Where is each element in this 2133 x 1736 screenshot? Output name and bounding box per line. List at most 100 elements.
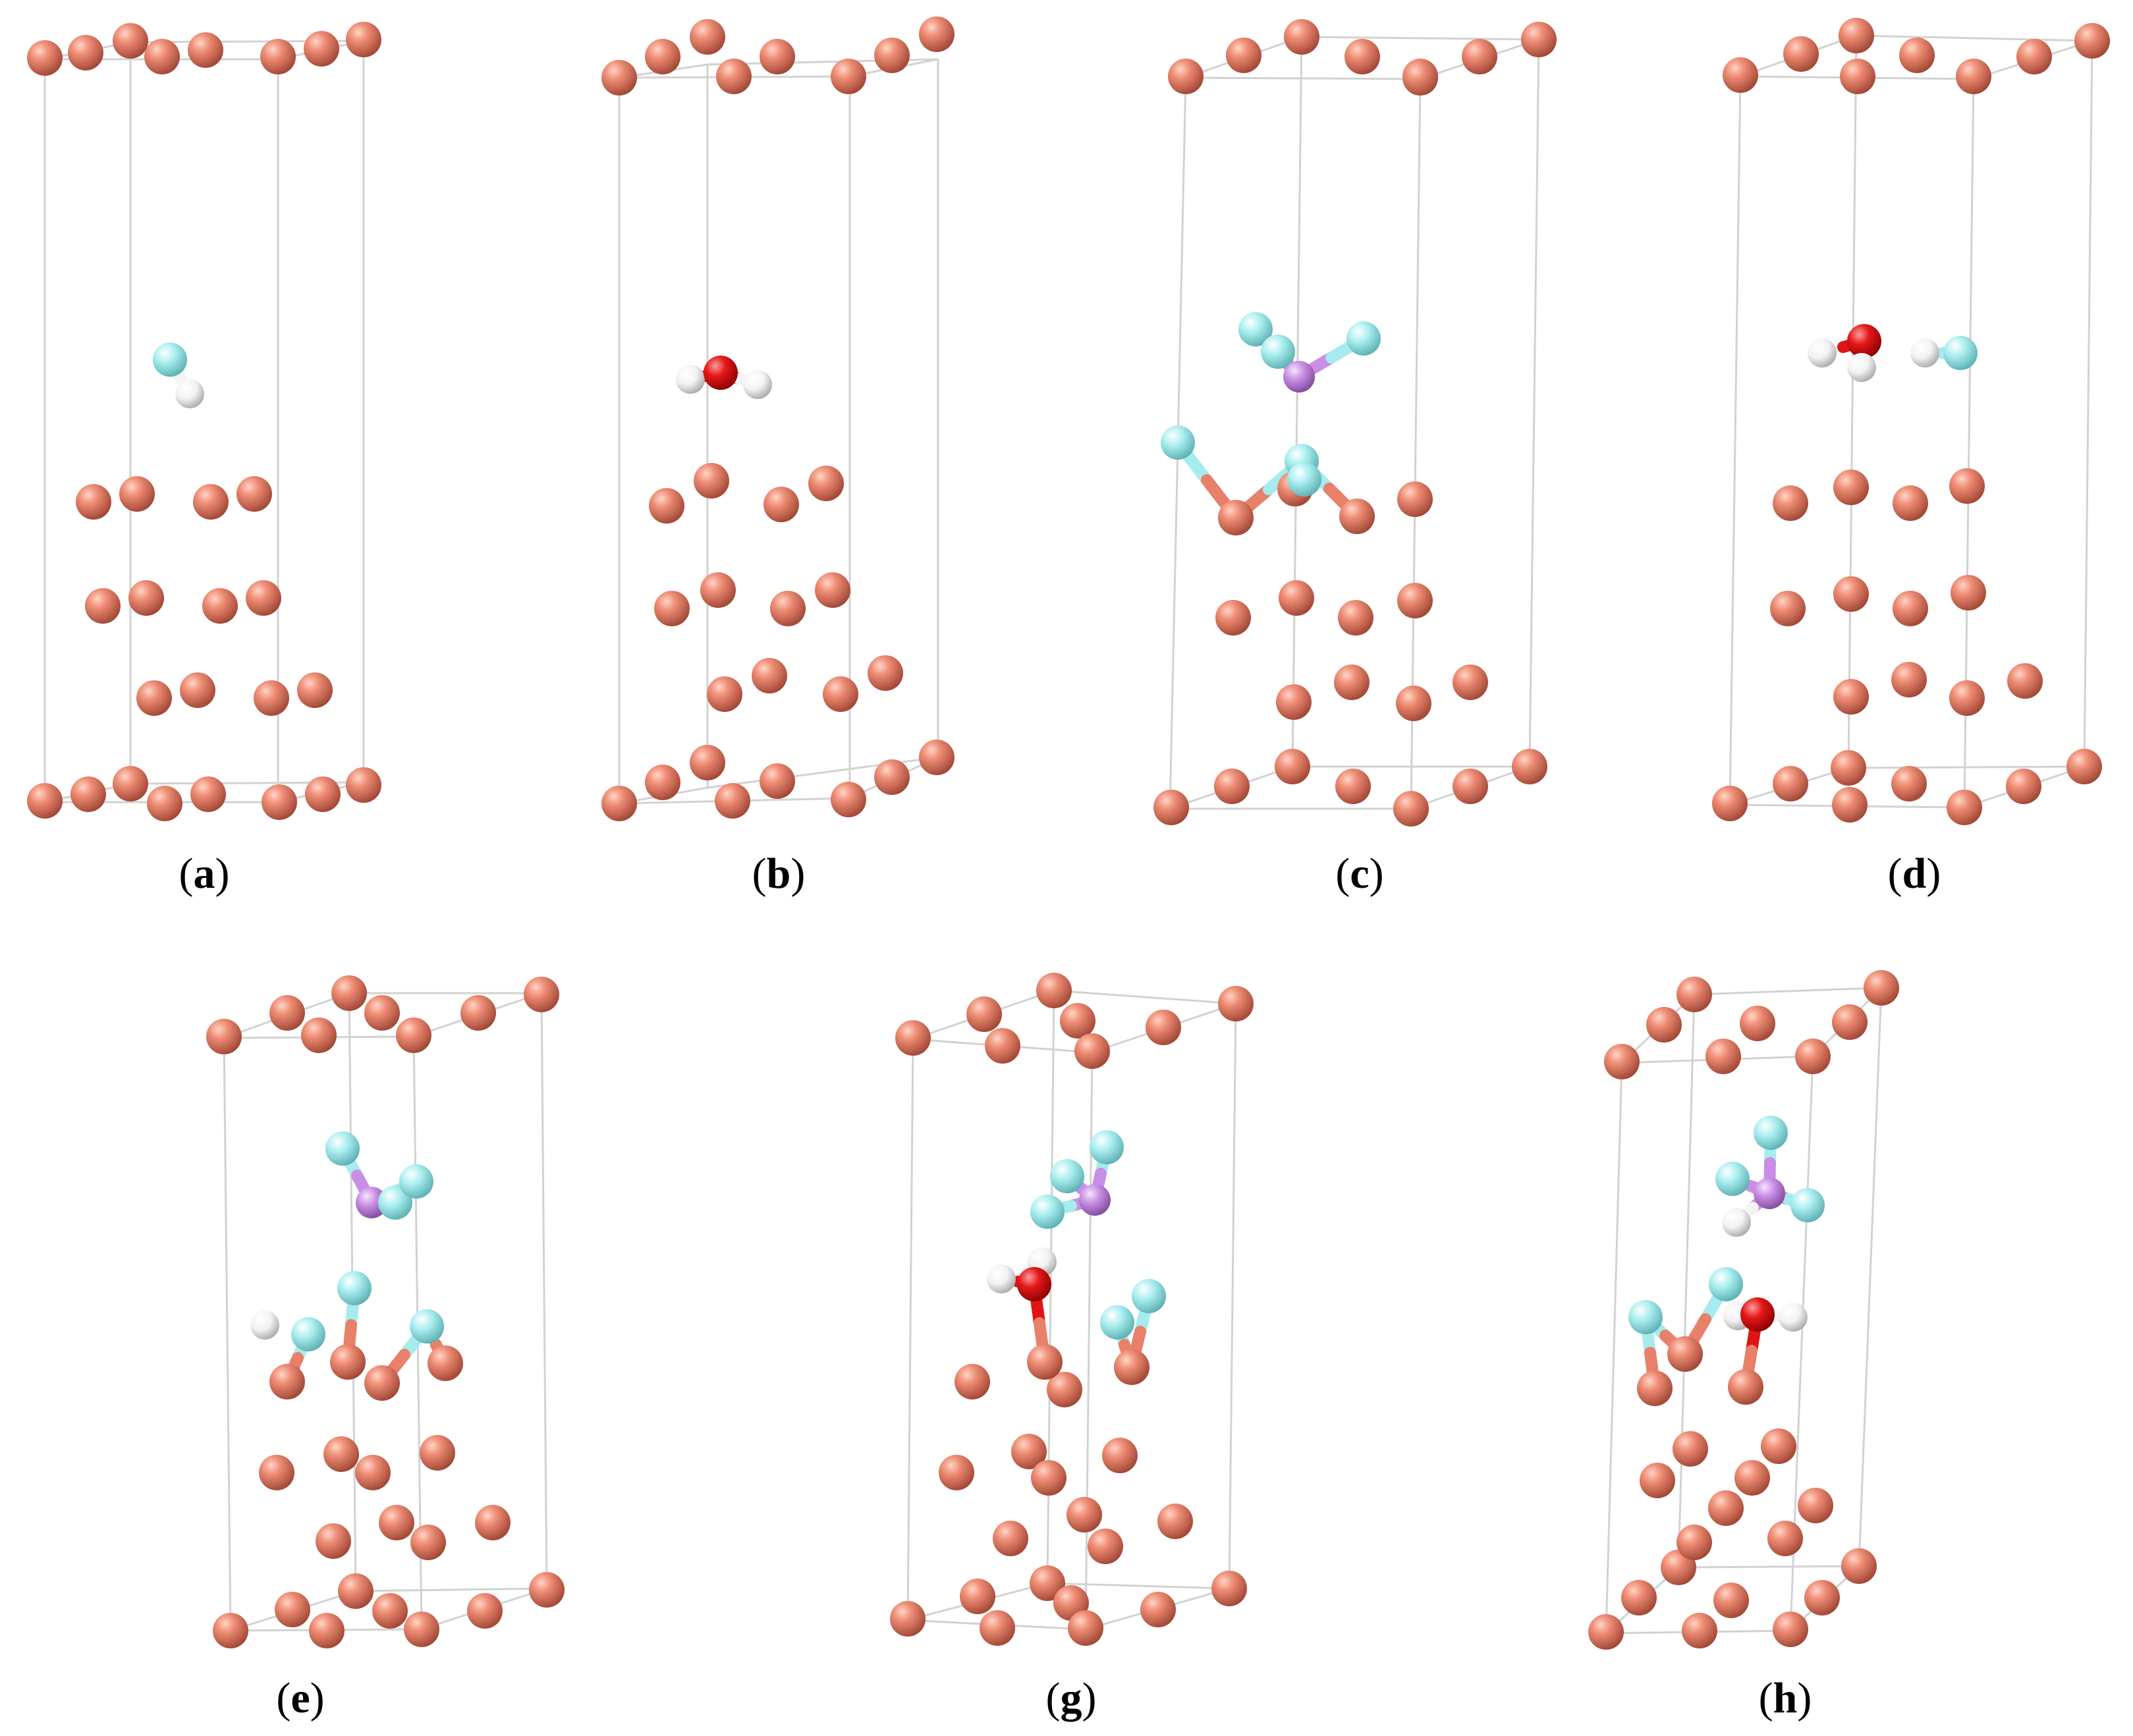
cell-edge — [1185, 76, 1421, 80]
copper-atom — [690, 745, 725, 780]
copper-atom — [524, 977, 559, 1012]
copper-atom — [1396, 686, 1431, 721]
copper-slab — [1153, 19, 1557, 827]
copper-atom — [868, 655, 903, 691]
copper-slab — [1588, 970, 1899, 1650]
cell-edge — [2083, 40, 2093, 767]
copper-atom — [808, 466, 844, 501]
copper-atom — [694, 463, 729, 499]
cell-edge — [1228, 1003, 1237, 1589]
unit-cell-edges — [43, 40, 365, 803]
copper-atom — [1713, 1583, 1749, 1618]
copper-atom — [1728, 1369, 1763, 1405]
copper-atom — [2074, 23, 2110, 59]
copper-atom — [420, 1435, 455, 1471]
copper-atom — [355, 1455, 391, 1490]
panel-g — [890, 973, 1254, 1646]
copper-atom — [269, 1364, 305, 1399]
copper-atom — [1214, 769, 1250, 804]
copper-atom — [1708, 1490, 1744, 1526]
copper-atom — [1783, 36, 1819, 72]
panel-c — [1153, 19, 1557, 827]
fluorine-atom — [1346, 321, 1381, 356]
cell-edge — [1047, 1582, 1230, 1590]
copper-atom — [1397, 583, 1433, 618]
copper-atom — [1068, 1610, 1103, 1646]
copper-atom — [1833, 576, 1869, 612]
copper-atom — [1588, 1614, 1624, 1650]
hydrogen-atom — [743, 370, 772, 399]
copper-atom — [1839, 18, 1874, 53]
copper-atom — [955, 1364, 990, 1399]
copper-atom — [1215, 600, 1251, 636]
copper-atom — [1397, 481, 1433, 517]
fluorine-atom — [1161, 425, 1195, 460]
copper-atom — [1218, 986, 1254, 1021]
copper-atom — [1453, 665, 1488, 700]
copper-atom — [119, 476, 155, 512]
copper-atom — [70, 776, 106, 812]
hydrogen-atom — [1808, 339, 1837, 367]
oxygen-atom — [1847, 324, 1881, 358]
copper-slab — [601, 16, 955, 821]
hydrogen-atom — [1847, 353, 1876, 382]
copper-atom — [113, 23, 148, 59]
copper-atom — [372, 1593, 408, 1629]
cell-edge — [355, 1587, 547, 1592]
copper-atom — [1338, 600, 1373, 636]
copper-atom — [1773, 485, 1808, 521]
fluorine-atom — [1132, 1279, 1166, 1313]
copper-atom — [1840, 59, 1875, 94]
copper-atom — [428, 1345, 463, 1381]
copper-atom — [763, 487, 799, 522]
copper-atom — [1604, 1044, 1640, 1079]
copper-slab — [890, 973, 1254, 1646]
copper-atom — [1949, 468, 1985, 504]
copper-atom — [410, 1525, 446, 1560]
copper-atom — [1334, 665, 1370, 700]
copper-atom — [831, 782, 866, 817]
copper-atom — [1036, 973, 1072, 1008]
copper-atom — [1798, 1488, 1833, 1523]
copper-atom — [1673, 1431, 1708, 1467]
copper-atom — [1740, 1006, 1775, 1041]
copper-atom — [305, 776, 341, 812]
copper-atom — [259, 1455, 294, 1490]
fluorine-atom — [1050, 1159, 1084, 1193]
copper-atom — [331, 975, 367, 1011]
fluorine-atom — [378, 1185, 412, 1220]
copper-atom — [1947, 790, 1982, 825]
copper-atom — [874, 759, 910, 795]
copper-atom — [379, 1505, 414, 1540]
panel-b — [601, 16, 955, 821]
copper-atom — [1402, 60, 1438, 95]
hydrogen-atom — [1910, 339, 1939, 367]
fluorine-atom — [1628, 1300, 1663, 1334]
copper-atom — [1761, 1428, 1796, 1464]
copper-atom — [601, 60, 637, 95]
copper-atom — [475, 1505, 511, 1540]
bonds — [1816, 335, 1966, 373]
copper-atom — [939, 1455, 974, 1490]
copper-atom — [1279, 580, 1314, 616]
copper-atom — [1891, 662, 1927, 697]
copper-atom — [1833, 470, 1869, 505]
copper-atom — [874, 38, 910, 73]
cell-edge — [1729, 76, 1742, 805]
copper-atom — [966, 996, 1002, 1032]
copper-atom — [890, 1601, 926, 1637]
copper-atom — [297, 672, 333, 708]
cell-edge — [1677, 994, 1696, 1568]
fluorine-atom — [1715, 1162, 1750, 1196]
copper-atom — [262, 784, 297, 820]
copper-atom — [254, 680, 289, 716]
copper-atom — [1833, 679, 1869, 715]
copper-atom — [529, 1572, 565, 1608]
fluorine-atom — [1090, 1130, 1124, 1164]
fluorine-atom — [1287, 462, 1321, 497]
copper-atom — [985, 1028, 1020, 1064]
copper-atom — [316, 1523, 351, 1559]
adsorbate-atoms — [1161, 312, 1381, 535]
copper-atom — [1011, 1434, 1047, 1469]
